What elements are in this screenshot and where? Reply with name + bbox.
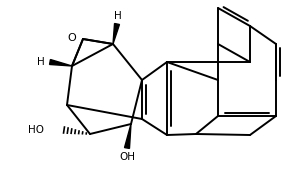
Polygon shape: [124, 124, 131, 148]
Text: HO: HO: [28, 125, 44, 135]
Text: H: H: [114, 11, 122, 21]
Text: O: O: [68, 33, 76, 43]
Polygon shape: [50, 60, 72, 66]
Polygon shape: [113, 23, 119, 44]
Text: H: H: [37, 57, 45, 67]
Text: OH: OH: [119, 152, 135, 162]
